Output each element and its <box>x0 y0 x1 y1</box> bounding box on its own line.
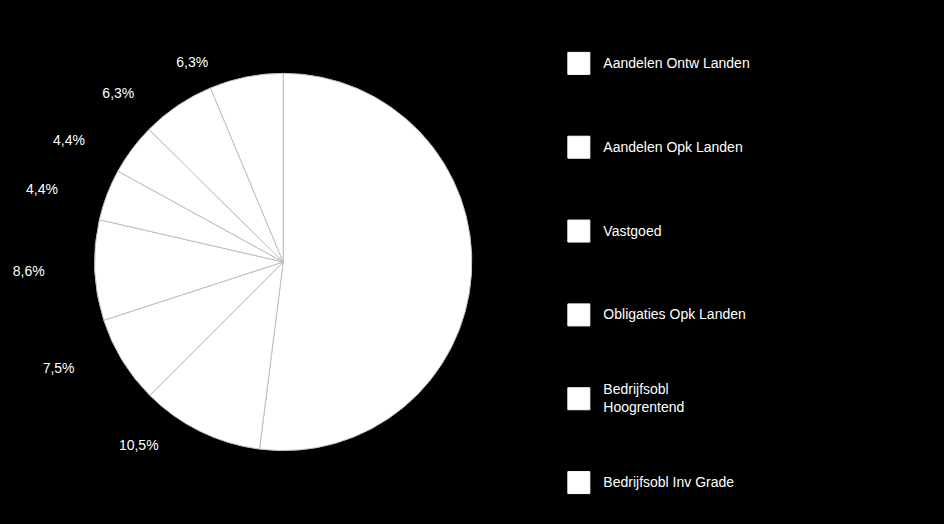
svg-text:Aandelen Opk Landen: Aandelen Opk Landen <box>603 139 742 155</box>
svg-text:Aandelen Ontw Landen: Aandelen Ontw Landen <box>603 55 749 71</box>
svg-text:10,5%: 10,5% <box>119 437 159 453</box>
svg-text:Bedrijfsobl: Bedrijfsobl <box>603 381 668 397</box>
svg-text:Bedrijfsobl Inv Grade: Bedrijfsobl Inv Grade <box>603 474 734 490</box>
svg-text:6,3%: 6,3% <box>176 54 208 70</box>
svg-text:Obligaties Opk Landen: Obligaties Opk Landen <box>603 306 745 322</box>
svg-text:Vastgoed: Vastgoed <box>603 223 661 239</box>
svg-text:6,3%: 6,3% <box>102 85 134 101</box>
svg-text:7,5%: 7,5% <box>43 360 75 376</box>
svg-text:8,6%: 8,6% <box>13 263 45 279</box>
svg-text:Hoogrentend: Hoogrentend <box>603 399 684 415</box>
svg-text:4,4%: 4,4% <box>53 132 85 148</box>
svg-text:4,4%: 4,4% <box>26 181 58 197</box>
